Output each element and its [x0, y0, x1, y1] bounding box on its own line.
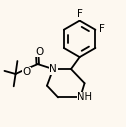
Text: O: O — [23, 67, 31, 77]
Text: N: N — [49, 64, 57, 74]
Text: F: F — [77, 9, 83, 19]
Text: F: F — [99, 24, 105, 34]
Text: O: O — [36, 47, 44, 57]
Text: NH: NH — [77, 92, 92, 102]
